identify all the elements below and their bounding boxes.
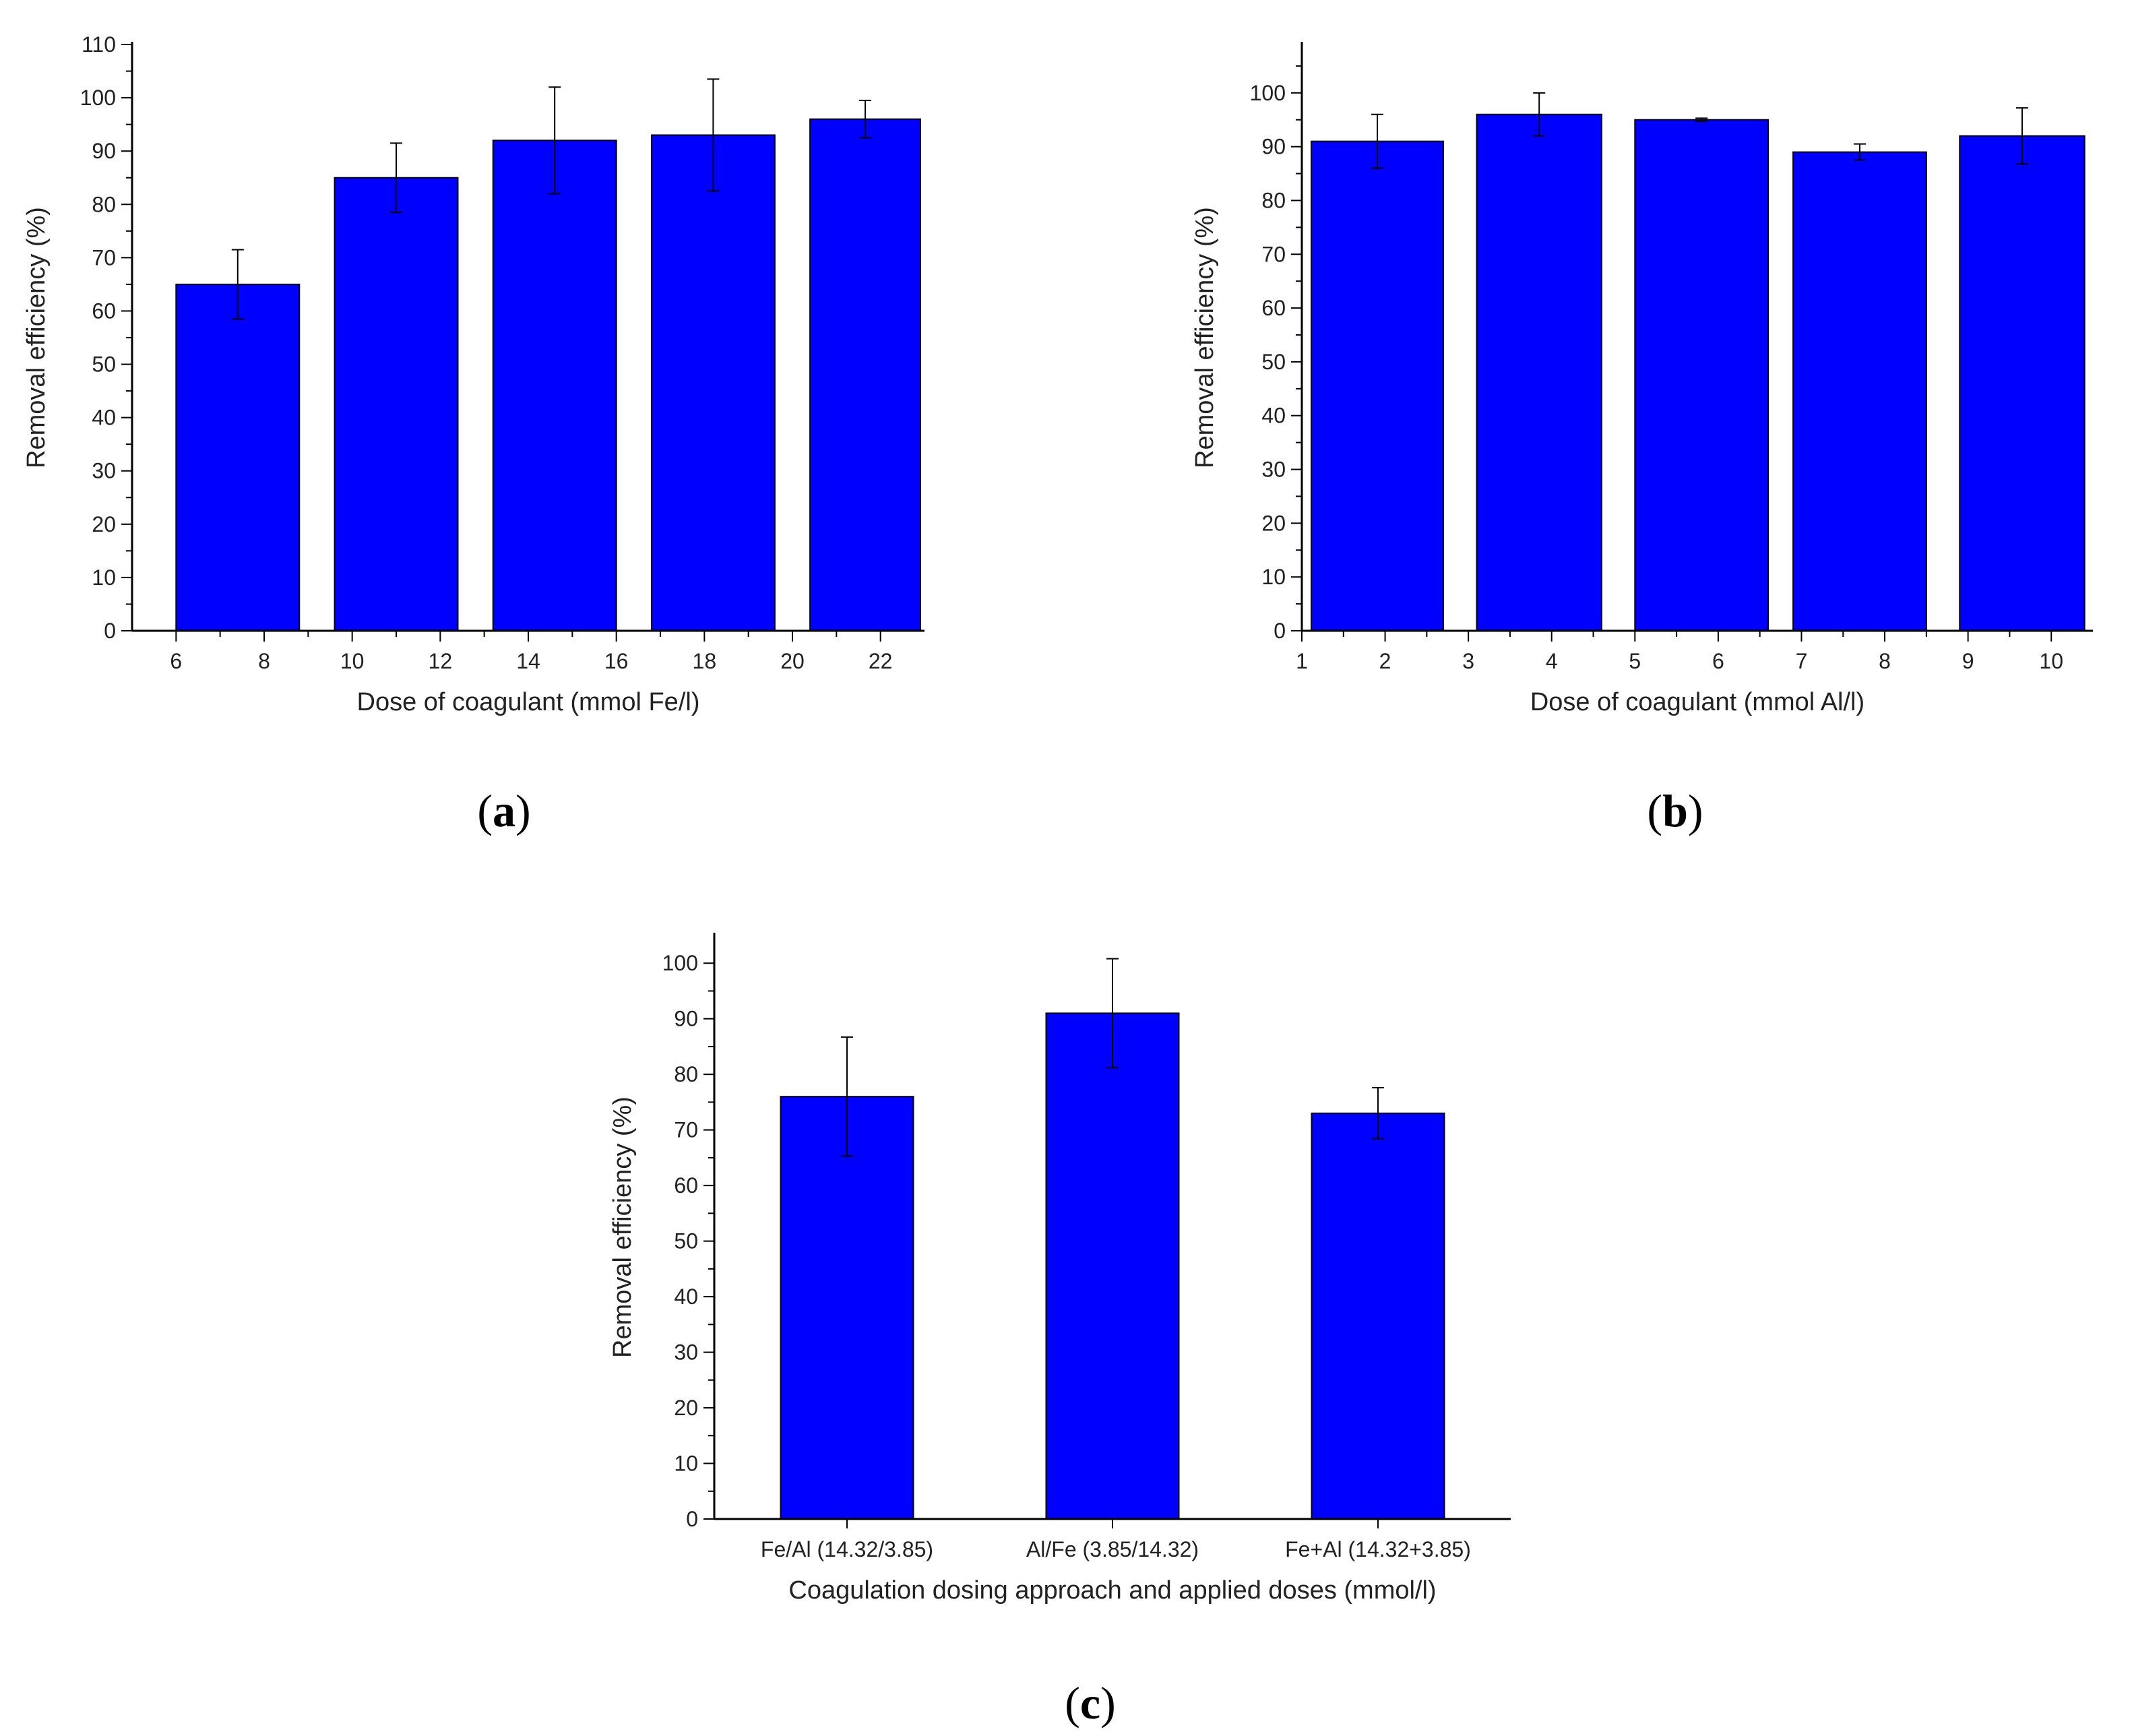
- y-tick-label: 100: [662, 951, 698, 975]
- y-tick-label: 30: [674, 1340, 698, 1365]
- x-tick-label: 8: [258, 649, 270, 673]
- x-tick-label: Fe+Al (14.32+3.85): [1285, 1537, 1471, 1561]
- y-tick-label: 100: [1250, 81, 1286, 105]
- x-tick-label: 7: [1796, 649, 1808, 673]
- x-tick-label: 2: [1379, 649, 1391, 673]
- x-tick-label: 12: [429, 649, 453, 673]
- y-tick-label: 80: [92, 192, 116, 216]
- y-tick-label: 20: [92, 512, 116, 536]
- x-tick-label: 18: [693, 649, 717, 673]
- y-tick-label: 80: [674, 1062, 698, 1086]
- x-tick-label: Fe/Al (14.32/3.85): [761, 1537, 933, 1561]
- bar: [1792, 151, 1927, 631]
- x-tick-label: 1: [1296, 649, 1308, 673]
- x-axis-label: Dose of coagulant (mmol Al/l): [1530, 688, 1864, 716]
- y-tick-label: 90: [1261, 135, 1286, 159]
- x-tick-label: 16: [604, 649, 629, 673]
- x-axis-label: Dose of coagulant (mmol Fe/l): [357, 688, 700, 716]
- y-axis-label: Removal efficiency (%): [608, 1096, 637, 1358]
- x-tick-label: 6: [1712, 649, 1724, 673]
- x-tick-label: 8: [1879, 649, 1891, 673]
- y-tick-label: 70: [92, 245, 116, 270]
- y-tick-label: 20: [1261, 511, 1286, 535]
- chart-b: 0 10 20 30 40 50 60 70 80 90 100 1 2 3 4 5 6 7 8 9 10 Dose of…: [1191, 42, 2093, 836]
- x-tick-label: 6: [170, 649, 182, 673]
- y-tick-label: 50: [92, 352, 116, 377]
- x-tick-label: 3: [1462, 649, 1474, 673]
- y-tick-label: 90: [92, 139, 116, 163]
- x-tick-label: 14: [516, 649, 540, 673]
- bar: [492, 140, 617, 631]
- y-tick-label: 40: [92, 406, 116, 430]
- x-axis-label: Coagulation dosing approach and applied …: [788, 1576, 1436, 1605]
- y-tick-label: 50: [674, 1229, 698, 1253]
- x-tick-label: 4: [1546, 649, 1558, 673]
- y-tick-label: 100: [80, 86, 116, 110]
- y-tick-label: 0: [1274, 619, 1286, 643]
- x-tick-label: 22: [869, 649, 893, 673]
- x-tick-label: 9: [1962, 649, 1974, 673]
- bar: [1045, 1012, 1180, 1520]
- panel-label: (a): [477, 785, 530, 836]
- bar: [780, 1096, 914, 1520]
- bar: [175, 283, 301, 631]
- bar: [334, 177, 459, 631]
- y-tick-label: 60: [1261, 296, 1286, 320]
- chart-a: 0 10 20 30 40 50 60 70 80 90 100 110 6 8 10 12 14 16 18 20 2…: [22, 32, 924, 836]
- y-tick-label: 80: [1261, 188, 1286, 212]
- x-tick-label: 5: [1629, 649, 1641, 673]
- y-axis-label: Removal efficiency (%): [1191, 207, 1219, 468]
- y-tick-label: 30: [1261, 458, 1286, 482]
- x-tick-label: 10: [340, 649, 365, 673]
- y-tick-label: 70: [674, 1118, 698, 1142]
- y-tick-label: 40: [674, 1284, 698, 1309]
- y-tick-label: 0: [104, 619, 116, 643]
- y-tick-label: 10: [92, 565, 116, 590]
- y-tick-label: 10: [1261, 565, 1286, 589]
- bar: [1311, 140, 1445, 631]
- panel-label: (b): [1647, 785, 1703, 836]
- bar: [1634, 119, 1769, 632]
- y-tick-label: 60: [674, 1173, 698, 1198]
- bar: [1476, 113, 1602, 631]
- bar: [1311, 1112, 1445, 1520]
- bar: [650, 134, 776, 632]
- y-axis-label: Removal efficiency (%): [22, 207, 51, 468]
- y-tick-label: 90: [674, 1007, 698, 1031]
- x-tick-label: Al/Fe (3.85/14.32): [1026, 1537, 1199, 1561]
- y-tick-label: 60: [92, 299, 116, 323]
- y-tick-label: 50: [1261, 350, 1286, 374]
- y-tick-label: 0: [686, 1507, 698, 1531]
- y-tick-label: 20: [674, 1396, 698, 1420]
- panel-label: (c): [1065, 1677, 1116, 1729]
- y-tick-label: 10: [674, 1452, 698, 1476]
- y-tick-label: 110: [82, 32, 116, 57]
- chart-c: Fe/Al (14.32/3.85) Al/Fe (3.85/14.32) Fe+A…: [608, 933, 1511, 1729]
- x-tick-label: 20: [780, 649, 805, 673]
- bar: [1959, 135, 2086, 632]
- bar: [809, 118, 921, 631]
- y-tick-label: 30: [92, 459, 116, 483]
- x-tick-label: 10: [2039, 649, 2063, 673]
- y-tick-label: 40: [1261, 404, 1286, 428]
- y-tick-label: 70: [1261, 242, 1286, 266]
